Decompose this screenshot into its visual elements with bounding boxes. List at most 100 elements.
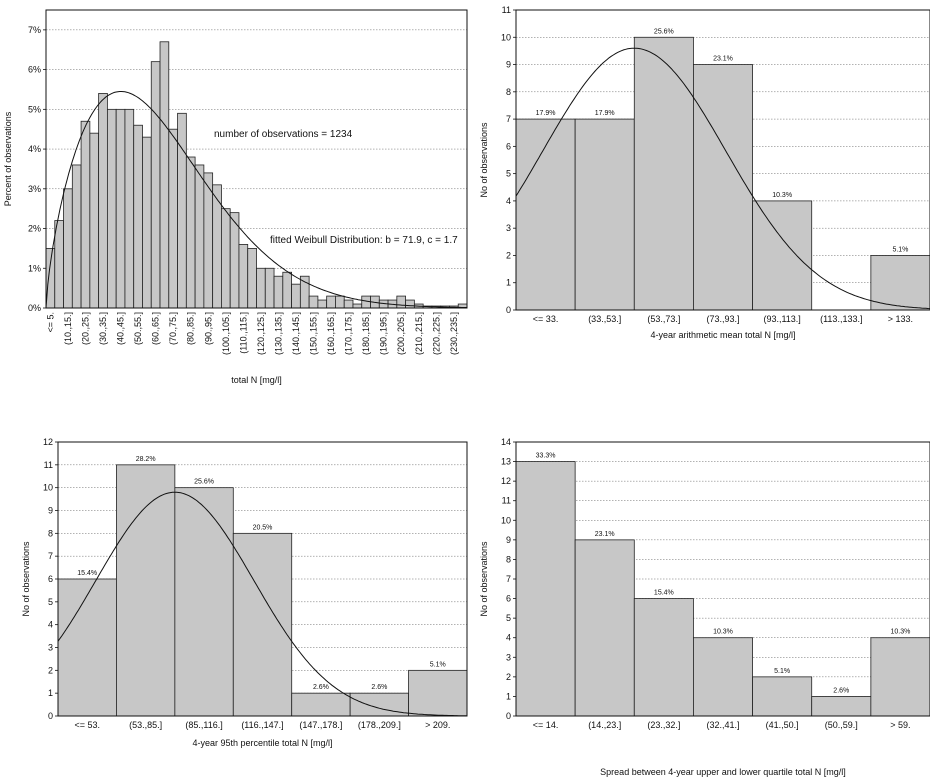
x-tick-label: (53.,85.] [129, 720, 162, 730]
bar [752, 676, 813, 717]
x-tick-label: > 133. [888, 314, 913, 324]
bar [203, 172, 214, 309]
y-tick-label: 5 [48, 597, 53, 607]
bar [282, 271, 292, 309]
y-tick-label: 0% [28, 303, 41, 313]
fitted-curve [515, 47, 930, 310]
x-tick-label: (80.,85.] [186, 312, 196, 345]
y-tick-label: 1 [506, 278, 511, 288]
y-tick-label: 9 [506, 535, 511, 545]
y-tick-label: 2 [506, 672, 511, 682]
y-tick-label: 11 [502, 496, 511, 506]
y-tick-label: 4 [48, 620, 53, 630]
bar [291, 283, 301, 309]
bar [115, 108, 126, 309]
bar [811, 696, 872, 717]
bar-percent-label: 5.1% [892, 246, 908, 253]
x-tick-label: (210.,215.] [414, 312, 424, 355]
x-axis-label: 4-year 95th percentile total N [mg/l] [192, 738, 332, 748]
y-tick-label: 8 [506, 87, 511, 97]
bar-percent-label: 25.6% [194, 479, 214, 486]
y-tick-label: 7% [28, 25, 41, 35]
bar [291, 692, 351, 717]
y-tick-label: 2 [48, 665, 53, 675]
bar [124, 108, 135, 309]
x-tick-label: > 59. [890, 720, 910, 730]
bar [256, 267, 266, 309]
x-tick-label: > 209. [425, 720, 450, 730]
y-tick-label: 12 [43, 437, 53, 447]
bar-percent-label: 20.5% [253, 524, 273, 531]
x-tick-label: (147.,178.] [299, 720, 342, 730]
y-tick-label: 11 [502, 5, 511, 15]
y-tick-label: 2 [506, 250, 511, 260]
bar [515, 118, 576, 311]
bar [174, 487, 234, 717]
histogram-4yr-spread: 0123456789101112131433.3%23.1%15.4%10.3%… [479, 437, 930, 777]
bar [870, 255, 930, 311]
x-tick-label: (200.,205.] [396, 312, 406, 355]
bar [185, 156, 196, 309]
y-tick-label: 3 [48, 643, 53, 653]
bar [352, 303, 363, 309]
x-tick-label: (93.,113.] [763, 314, 800, 324]
bar [221, 208, 231, 309]
x-tick-label: (140.,145.] [291, 312, 301, 355]
y-tick-label: 5% [28, 104, 41, 114]
bar [106, 108, 117, 309]
y-tick-label: 11 [44, 460, 53, 470]
x-tick-label: <= 33. [533, 314, 559, 324]
y-tick-label: 1% [28, 263, 41, 273]
y-tick-label: 3 [506, 223, 511, 233]
bar [870, 637, 930, 717]
bar-percent-label: 10.3% [713, 629, 733, 636]
x-tick-label: (178.,209.] [358, 720, 401, 730]
bar-percent-label: 5.1% [774, 668, 790, 675]
y-tick-label: 8 [506, 554, 511, 564]
plot-frame [57, 441, 468, 717]
bar [57, 578, 117, 717]
y-tick-label: 10 [501, 515, 511, 525]
y-tick-label: 0 [506, 711, 511, 721]
y-tick-label: 7 [48, 551, 53, 561]
bar-percent-label: 15.4% [77, 570, 97, 577]
x-tick-label: (190.,195.] [379, 312, 389, 355]
y-tick-label: 9 [506, 60, 511, 70]
bar [752, 200, 813, 311]
bar [80, 120, 91, 309]
bar [693, 64, 753, 311]
x-tick-label: (130.,135.] [273, 312, 283, 355]
y-tick-label: 6 [48, 574, 53, 584]
bar [168, 128, 178, 309]
bar [159, 41, 170, 309]
x-tick-label: (41.,50.] [766, 720, 799, 730]
y-tick-label: 4% [28, 144, 41, 154]
bar [633, 598, 694, 717]
x-tick-label: (73.,93.] [706, 314, 739, 324]
bar [299, 275, 310, 309]
bar [71, 164, 82, 309]
x-tick-label: (100.,105.] [221, 312, 231, 355]
y-tick-label: 8 [48, 528, 53, 538]
bar [229, 212, 240, 309]
x-tick-label: (160.,165.] [326, 312, 336, 355]
x-tick-label: <= 5. [45, 312, 55, 333]
histogram-total-n: 0% 1% 2% 3% 4% 5% 6% 7% <= 5. (10.,15.] (20.,25.] (… [3, 9, 468, 385]
y-tick-label: 3 [506, 652, 511, 662]
y-tick-label: 6% [28, 65, 41, 75]
x-tick-label: (50.,59.] [825, 720, 858, 730]
bar-percent-label: 2.6% [371, 684, 387, 691]
y-tick-label: 1 [48, 688, 53, 698]
bar [343, 299, 354, 309]
x-tick-label: (60.,65.] [151, 312, 161, 345]
y-tick-label: 10 [501, 32, 511, 42]
y-tick-label: 7 [506, 574, 511, 584]
fitted-curve [45, 91, 467, 309]
y-tick-label: 5 [506, 169, 511, 179]
y-axis-label: No of observations [479, 122, 489, 198]
bar [396, 295, 407, 309]
y-tick-label: 3% [28, 184, 41, 194]
bar [308, 295, 319, 309]
y-axis-label: No of observations [21, 541, 31, 617]
y-tick-label: 1 [506, 691, 511, 701]
